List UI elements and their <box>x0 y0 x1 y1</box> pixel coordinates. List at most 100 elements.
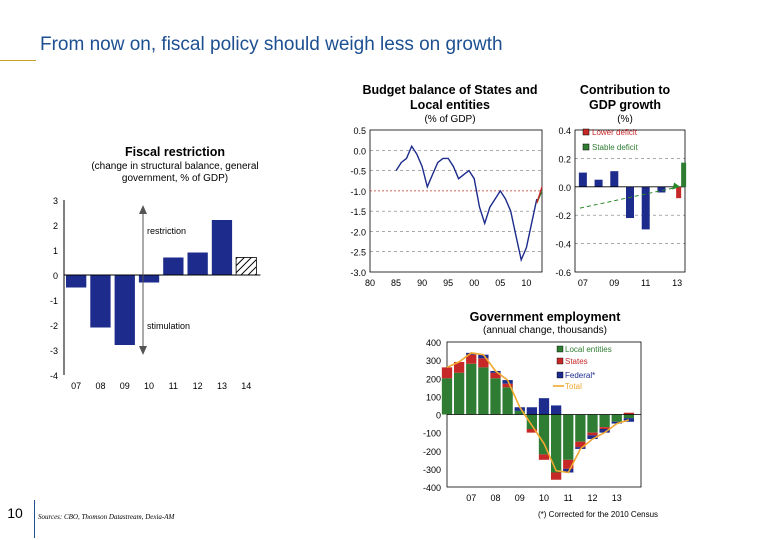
contribution-bar <box>641 186 650 230</box>
employment-local-bar <box>550 414 562 473</box>
employment-local-bar <box>466 363 477 415</box>
fiscal-chart-subtitle: (change in structural balance, general g… <box>91 161 259 184</box>
legend-states-swatch <box>556 357 564 365</box>
employment-ytick-label: -200 <box>423 447 441 457</box>
page-number-divider <box>34 500 35 538</box>
employment-total-line <box>446 352 630 474</box>
fiscal-xtick-label: 11 <box>169 381 178 391</box>
employment-xtick-label: 11 <box>564 493 573 503</box>
employment-states-bar <box>575 441 586 448</box>
contribution-xtick-label: 07 <box>578 278 588 288</box>
budget-plot-frame <box>369 129 543 273</box>
employment-local-bar <box>611 414 622 422</box>
legend-states-label: States <box>565 357 588 366</box>
employment-states-bar <box>490 372 501 379</box>
budget-xtick-label: 80 <box>365 278 375 288</box>
employment-federal-bar <box>611 421 622 424</box>
contribution-bar <box>578 172 587 187</box>
employment-ytick-label: -100 <box>423 429 441 439</box>
budget-series-line <box>395 144 538 263</box>
employment-federal-bar <box>538 398 550 415</box>
contribution-lower-deficit-bar <box>676 186 682 199</box>
employment-federal-bar <box>599 429 610 433</box>
budget-ytick-label: -1.0 <box>350 187 366 197</box>
employment-local-bar <box>441 378 453 415</box>
employment-states-bar <box>453 361 465 373</box>
employment-federal-bar <box>514 407 525 411</box>
budget-chart-subtitle: (% of GDP) <box>424 114 476 125</box>
budget-xtick-label: 90 <box>417 278 427 288</box>
page-title: From now on, fiscal policy should weigh … <box>40 34 503 55</box>
budget-xtick-label: 85 <box>391 278 401 288</box>
footnote: (*) Corrected for the 2010 Census <box>538 510 659 519</box>
budget-ytick-label: -0.5 <box>350 167 366 177</box>
sources-note: Sources: CBO, Thomson Datastream, Dexia-… <box>38 513 175 521</box>
budget-xtick-label: 05 <box>495 278 505 288</box>
contribution-plot-frame <box>574 129 686 273</box>
fiscal-ytick-label: 1 <box>53 246 58 256</box>
legend-federal-swatch <box>556 371 564 379</box>
employment-local-bar <box>514 410 525 415</box>
employment-local-bar <box>587 414 598 433</box>
employment-states-bar <box>550 472 562 480</box>
legend-total-label: Total <box>565 382 582 391</box>
employment-xtick-label: 13 <box>612 493 622 503</box>
contribution-stable-deficit-bar <box>681 162 687 187</box>
restriction-label: restriction <box>147 226 186 236</box>
budget-lower-projection <box>536 186 543 204</box>
contribution-ytick-label: 0.4 <box>558 126 571 136</box>
contribution-chart: 0.4 0.2 0.0 -0.2 -0.4 -0.6 07 09 11 13 Lower defic… <box>555 126 687 288</box>
employment-local-bar <box>623 414 635 419</box>
employment-states-bar <box>599 427 610 429</box>
contribution-bar <box>610 171 619 187</box>
employment-states-bar <box>502 383 513 388</box>
contribution-ytick-label: 0.0 <box>558 183 571 193</box>
employment-local-bar <box>453 372 465 415</box>
budget-ytick-label: -2.0 <box>350 227 366 237</box>
employment-local-bar <box>599 414 610 428</box>
contribution-bar <box>657 186 666 193</box>
contribution-ytick-label: -0.2 <box>555 211 571 221</box>
employment-states-bar <box>563 459 574 469</box>
employment-ytick-label: 300 <box>426 356 441 366</box>
employment-federal-bar <box>526 407 538 415</box>
fiscal-xtick-label: 08 <box>95 381 105 391</box>
employment-federal-bar <box>587 435 598 439</box>
fiscal-ytick-label: 2 <box>53 221 58 231</box>
employment-federal-bar <box>478 354 489 359</box>
budget-ytick-label: -1.5 <box>350 207 366 217</box>
page-number: 10 <box>7 505 23 521</box>
legend-local-swatch <box>556 345 564 353</box>
fiscal-ytick-label: 3 <box>53 196 58 206</box>
employment-ytick-label: 0 <box>436 411 441 421</box>
employment-chart-subtitle: (annual change, thousands) <box>483 325 607 336</box>
fiscal-xtick-label: 10 <box>144 381 154 391</box>
employment-ytick-label: 100 <box>426 392 441 402</box>
fiscal-chart-title: Fiscal restriction <box>124 145 226 159</box>
budget-ytick-label: -2.5 <box>350 248 366 258</box>
budget-chart-title: Budget balance of States and Local entit… <box>362 83 538 112</box>
budget-xtick-label: 10 <box>521 278 531 288</box>
fiscal-ytick-label: -3 <box>50 346 58 356</box>
fiscal-arrow-down-head <box>139 346 147 355</box>
fiscal-arrow-up-head <box>139 205 147 214</box>
legend-local-label: Local entities <box>565 345 612 354</box>
budget-ytick-label: 0.5 <box>353 126 366 136</box>
legend-stable-deficit-swatch <box>582 143 590 151</box>
employment-chart: 400 300 200 100 0 -100 -200 -300 -400 07 08 09 10 11 1… <box>423 338 642 503</box>
fiscal-bar <box>187 252 208 275</box>
title-rule <box>0 60 36 61</box>
contribution-xtick-label: 13 <box>672 278 682 288</box>
fiscal-bar <box>235 257 257 276</box>
fiscal-bar <box>114 275 135 345</box>
employment-xtick-label: 09 <box>515 493 525 503</box>
budget-ytick-label: 0.0 <box>353 146 366 156</box>
employment-ytick-label: 400 <box>426 338 441 348</box>
employment-local-bar <box>526 414 538 429</box>
contribution-trend-arrow-head <box>672 182 681 190</box>
fiscal-ytick-label: 0 <box>53 271 58 281</box>
legend-lower-deficit-label: Lower deficit <box>592 128 638 137</box>
contribution-ytick-label: 0.2 <box>558 154 571 164</box>
legend-federal-label: Federal* <box>565 371 595 380</box>
